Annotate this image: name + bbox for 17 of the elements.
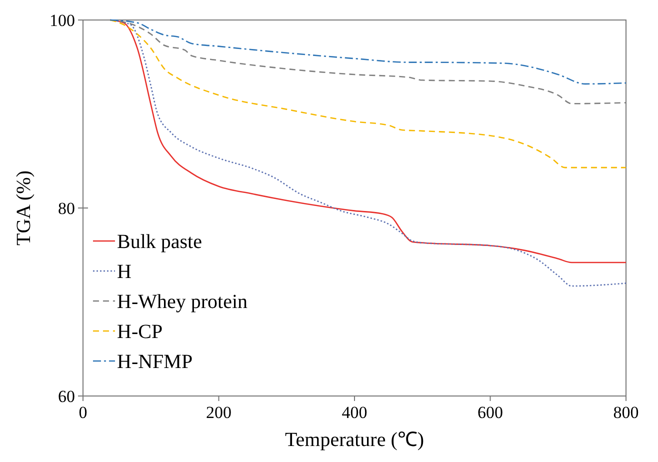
legend-label: H: [117, 261, 132, 283]
x-axis-title: Temperature (℃): [284, 429, 424, 451]
legend-label: H-NFMP: [117, 351, 193, 373]
legend-label: Bulk paste: [117, 231, 202, 253]
x-tick-label: 600: [478, 403, 503, 422]
legend-label: H-CP: [117, 321, 163, 343]
y-axis-title: TGA (%): [13, 170, 35, 246]
x-tick-label: 400: [342, 403, 368, 422]
line-series: [110, 19, 627, 168]
y-tick-label: 60: [58, 386, 75, 406]
line-series: [110, 19, 627, 85]
x-tick-label: 800: [613, 403, 639, 422]
legend-label: H-Whey protein: [117, 291, 248, 313]
y-tick-label: 80: [58, 198, 75, 218]
x-tick-label: 200: [206, 403, 232, 422]
y-tick-label: 100: [50, 10, 75, 30]
x-tick-label: 0: [78, 403, 88, 422]
